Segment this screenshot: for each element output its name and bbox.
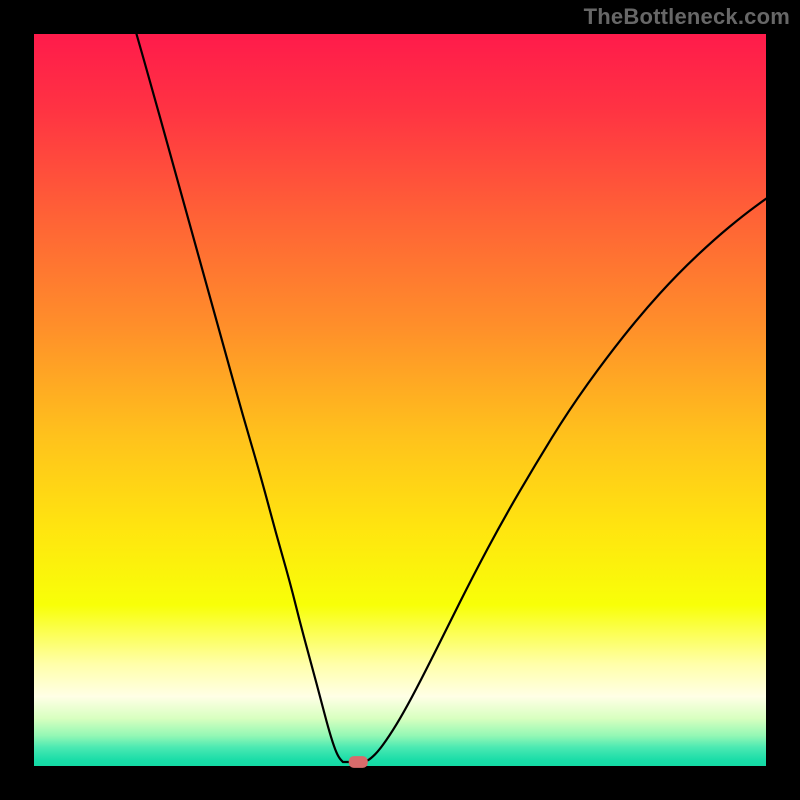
gradient-background xyxy=(34,34,766,766)
chart-container: { "watermark": { "text": "TheBottleneck.… xyxy=(0,0,800,800)
optimal-point-marker xyxy=(349,756,368,768)
bottleneck-chart xyxy=(0,0,800,800)
